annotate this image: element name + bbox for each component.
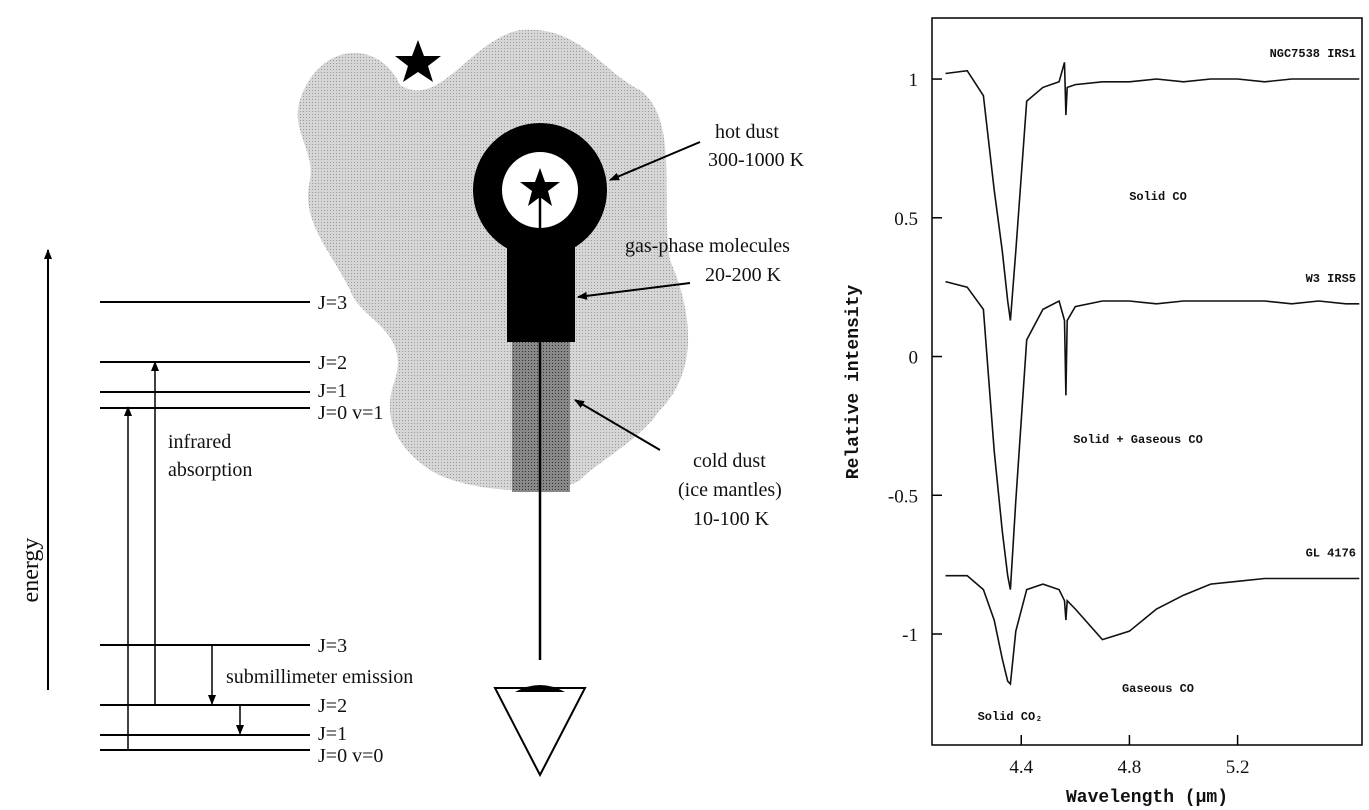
figure: J=3 J=2 J=1 J=0 v=1 J=3 J=2 J=1 J=0 v=0 …: [0, 0, 1369, 810]
spectrum-chart: -1 -0.5 0 0.5 1 4.4 4.8 5.2 NGC7538 IRS1 W3 IRS5 G…: [888, 18, 1362, 778]
eye: [495, 688, 585, 775]
y-tick-label: 1: [909, 70, 919, 91]
level-label: J=1: [318, 723, 347, 745]
y-tick-label: -1: [902, 625, 918, 646]
spectrum-line: [946, 576, 1360, 684]
x-axis-label: Wavelength (μm): [1066, 788, 1228, 808]
hot-dust-label: hot dust: [715, 121, 779, 143]
y-tick-label: 0: [909, 348, 919, 369]
x-tick-label: 4.4: [1009, 757, 1033, 778]
gas-label: gas-phase molecules: [625, 235, 790, 257]
absorption-label: absorption: [168, 459, 252, 481]
level-label: J=1: [318, 380, 347, 402]
level-label: J=2: [318, 695, 347, 717]
series-label: NGC7538 IRS1: [1270, 47, 1356, 61]
hot-dust-label: 300-1000 K: [708, 149, 805, 171]
cold-dust-label: 10-100 K: [693, 508, 770, 530]
cold-dust-label: cold dust: [693, 450, 766, 472]
emission-label: submillimeter emission: [226, 666, 413, 688]
cold-dust-label: (ice mantles): [678, 479, 782, 501]
energy-axis-label: energy: [18, 538, 44, 603]
y-axis-label: Relative intensity: [844, 285, 864, 480]
series-label: W3 IRS5: [1306, 272, 1356, 286]
level-label: J=3: [318, 292, 347, 314]
y-tick-label: 0.5: [894, 209, 918, 230]
plot-frame: [932, 18, 1362, 745]
annotation: Gaseous CO: [1122, 682, 1194, 696]
level-label: J=2: [318, 352, 347, 374]
level-label: J=0 v=1: [318, 402, 383, 424]
gas-label: 20-200 K: [705, 264, 782, 286]
level-label: J=0 v=0: [318, 745, 383, 767]
x-tick-label: 4.8: [1118, 757, 1142, 778]
star: [395, 40, 441, 82]
x-tick-label: 5.2: [1226, 757, 1250, 778]
y-tick-label: -0.5: [888, 486, 918, 507]
annotation: Solid + Gaseous CO: [1073, 433, 1203, 447]
eye-lens: [515, 685, 565, 692]
annotation: Solid CO₂: [978, 710, 1043, 724]
series-label: GL 4176: [1306, 547, 1356, 561]
absorption-label: infrared: [168, 431, 231, 453]
level-label: J=3: [318, 635, 347, 657]
annotation: Solid CO: [1129, 190, 1187, 204]
